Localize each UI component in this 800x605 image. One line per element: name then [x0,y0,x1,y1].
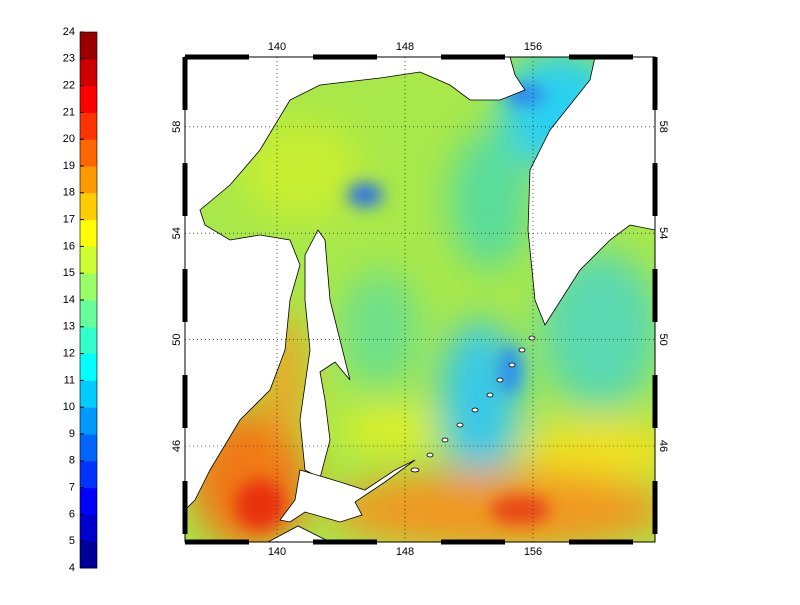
colorbar-band [80,246,97,274]
colorbar-band [80,273,97,301]
colorbar-tick-label: 24 [63,26,75,38]
colorbar-band [80,192,97,221]
colorbar-band [80,166,97,194]
lon-label-top: 148 [396,41,414,53]
colorbar-tick-label: 16 [63,240,75,252]
colorbar-band [80,58,97,87]
lat-label-left: 46 [171,440,183,452]
colorbar-tick-label: 4 [69,562,75,574]
colorbar-band [80,139,97,167]
lon-label-bottom: 140 [268,546,286,558]
colorbar-band [80,326,97,355]
lat-label-right: 58 [657,121,669,133]
colorbar-band [80,434,97,462]
colorbar: 4 5 6 7 8 9 10 11 12 13 14 15 16 17 18 19 20 21 22 23 24 [63,26,98,574]
lat-label-right: 50 [657,333,669,345]
mainland [185,57,526,511]
colorbar-band [80,300,97,328]
colorbar-tick-label: 8 [69,455,75,467]
lon-label-top: 140 [268,41,286,53]
colorbar-band [80,407,97,435]
frame-border [182,54,658,545]
colorbar-tick-label: 14 [63,294,75,306]
colorbar-band [80,514,97,542]
lon-label-bottom: 156 [524,546,542,558]
sakhalin [299,229,351,479]
graticule: 140 140 148 148 156 156 46 46 50 50 54 54 58 58 [171,41,669,558]
colorbar-tick-label: 10 [63,401,75,413]
lat-label-left: 58 [171,121,183,133]
kuril-islands [410,335,536,473]
colorbar-band [80,380,97,408]
lon-label-bottom: 148 [396,546,414,558]
lon-label-top: 156 [524,41,542,53]
colorbar-tick-label: 15 [63,267,75,279]
colorbar-tick-label: 5 [69,535,75,547]
colorbar-tick-label: 22 [63,80,75,92]
colorbar-band [80,487,97,515]
colorbar-band [80,112,97,140]
colorbar-band [80,460,97,489]
lat-label-left: 54 [171,227,183,239]
colorbar-tick-label: 9 [69,428,75,440]
lat-label-left: 50 [171,333,183,345]
lat-label-right: 46 [657,440,669,452]
colorbar-band [80,32,97,60]
colorbar-band [80,85,97,113]
colorbar-tick-label: 19 [63,160,75,172]
map-field [185,57,655,542]
colorbar-tick-label: 12 [63,348,75,360]
colorbar-tick-label: 6 [69,508,75,520]
colorbar-band [80,541,97,569]
colorbar-tick-label: 21 [63,106,75,118]
colorbar-tick-label: 23 [63,53,75,65]
colorbar-tick-label: 18 [63,187,75,199]
colorbar-tick-label: 11 [64,374,75,386]
colorbar-tick-label: 13 [63,321,75,333]
colorbar-tick-label: 17 [63,214,75,226]
colorbar-tick-label: 20 [63,133,75,145]
hokkaido [279,459,416,523]
kamchatka [527,57,655,326]
honshu [267,525,331,542]
colorbar-band [80,219,97,247]
colorbar-band [80,353,97,381]
colorbar-tick-label: 7 [69,482,75,494]
lat-label-right: 54 [657,227,669,239]
